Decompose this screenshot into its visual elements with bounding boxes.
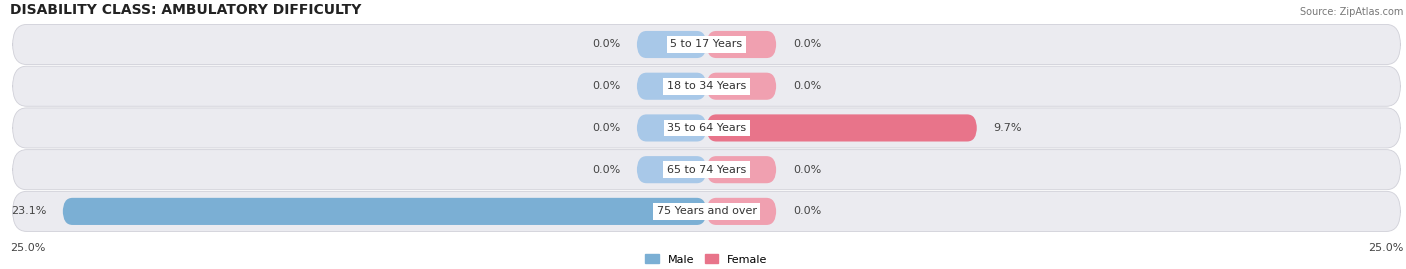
Text: 35 to 64 Years: 35 to 64 Years: [666, 123, 747, 133]
Text: 65 to 74 Years: 65 to 74 Years: [666, 165, 747, 175]
Text: 25.0%: 25.0%: [10, 243, 45, 253]
Text: 9.7%: 9.7%: [994, 123, 1022, 133]
FancyBboxPatch shape: [13, 191, 1400, 231]
Text: 0.0%: 0.0%: [592, 165, 620, 175]
Text: 25.0%: 25.0%: [1368, 243, 1403, 253]
Text: 0.0%: 0.0%: [793, 40, 821, 49]
FancyBboxPatch shape: [63, 198, 707, 225]
Text: 18 to 34 Years: 18 to 34 Years: [666, 81, 747, 91]
FancyBboxPatch shape: [637, 31, 707, 58]
Text: 0.0%: 0.0%: [592, 40, 620, 49]
FancyBboxPatch shape: [707, 156, 776, 183]
FancyBboxPatch shape: [13, 108, 1400, 148]
Text: 0.0%: 0.0%: [592, 123, 620, 133]
Text: 0.0%: 0.0%: [793, 165, 821, 175]
Text: Source: ZipAtlas.com: Source: ZipAtlas.com: [1301, 7, 1403, 17]
FancyBboxPatch shape: [707, 73, 776, 100]
Legend: Male, Female: Male, Female: [641, 250, 772, 269]
FancyBboxPatch shape: [637, 73, 707, 100]
Text: 0.0%: 0.0%: [793, 206, 821, 216]
FancyBboxPatch shape: [13, 66, 1400, 106]
Text: 23.1%: 23.1%: [11, 206, 46, 216]
FancyBboxPatch shape: [707, 198, 776, 225]
Text: 75 Years and over: 75 Years and over: [657, 206, 756, 216]
FancyBboxPatch shape: [707, 31, 776, 58]
Text: 0.0%: 0.0%: [592, 81, 620, 91]
FancyBboxPatch shape: [13, 150, 1400, 190]
Text: DISABILITY CLASS: AMBULATORY DIFFICULTY: DISABILITY CLASS: AMBULATORY DIFFICULTY: [10, 3, 361, 17]
Text: 0.0%: 0.0%: [793, 81, 821, 91]
FancyBboxPatch shape: [637, 114, 707, 141]
FancyBboxPatch shape: [707, 114, 977, 141]
FancyBboxPatch shape: [13, 24, 1400, 65]
Text: 5 to 17 Years: 5 to 17 Years: [671, 40, 742, 49]
FancyBboxPatch shape: [637, 156, 707, 183]
